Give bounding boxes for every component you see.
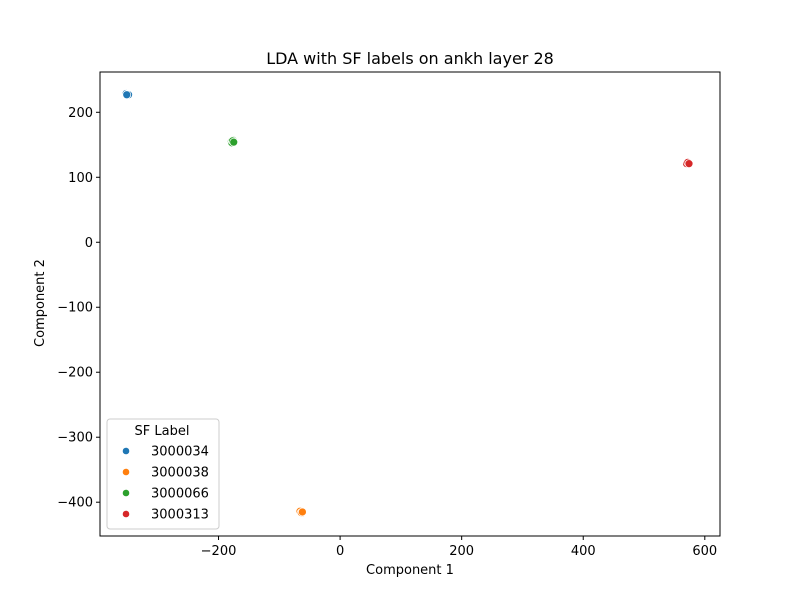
y-tick-label: −200 — [57, 366, 93, 381]
legend-title: SF Label — [135, 424, 190, 439]
series-3000034 — [121, 89, 133, 100]
x-tick-label: −200 — [201, 544, 237, 559]
x-tick-label: 0 — [336, 544, 344, 559]
legend-box — [106, 418, 220, 530]
point-3000066-4 — [229, 137, 239, 147]
y-tick-label: −300 — [57, 431, 93, 446]
y-tick-label: 200 — [68, 106, 93, 121]
series-3000066 — [226, 135, 239, 148]
legend-label-3000034: 3000034 — [151, 445, 209, 460]
y-tick-label: −100 — [57, 301, 93, 316]
x-axis: −200 0 200 400 600 — [201, 536, 717, 559]
x-tick-label: 600 — [692, 544, 717, 559]
legend-marker-3000313 — [122, 510, 130, 518]
y-tick-label: 100 — [68, 171, 93, 186]
series-3000313 — [682, 157, 694, 169]
legend-marker-3000038 — [122, 468, 130, 476]
plot-area — [99, 71, 721, 537]
point-3000038-4 — [298, 507, 307, 517]
plot-frame — [99, 71, 721, 537]
x-tick-label: 200 — [449, 544, 474, 559]
legend-marker-3000066 — [122, 489, 130, 497]
y-axis: −400 −300 −200 −100 0 100 200 — [57, 106, 100, 511]
point-3000034-4 — [122, 90, 132, 100]
x-tick-label: 400 — [571, 544, 596, 559]
y-tick-label: 0 — [85, 236, 93, 251]
chart-title: LDA with SF labels on ankh layer 28 — [266, 49, 554, 68]
point-3000313-4 — [684, 159, 694, 169]
legend-marker-3000034 — [122, 447, 130, 455]
legend-label-3000038: 3000038 — [151, 466, 209, 481]
legend-label-3000066: 3000066 — [151, 487, 209, 502]
legend-label-3000313: 3000313 — [151, 508, 209, 523]
x-axis-label: Component 1 — [366, 563, 454, 578]
legend: SF Label 3000034 3000038 3000066 3000313 — [106, 418, 220, 530]
y-axis-label: Component 2 — [33, 259, 48, 347]
y-tick-label: −400 — [57, 496, 93, 511]
series-3000038 — [295, 506, 307, 518]
